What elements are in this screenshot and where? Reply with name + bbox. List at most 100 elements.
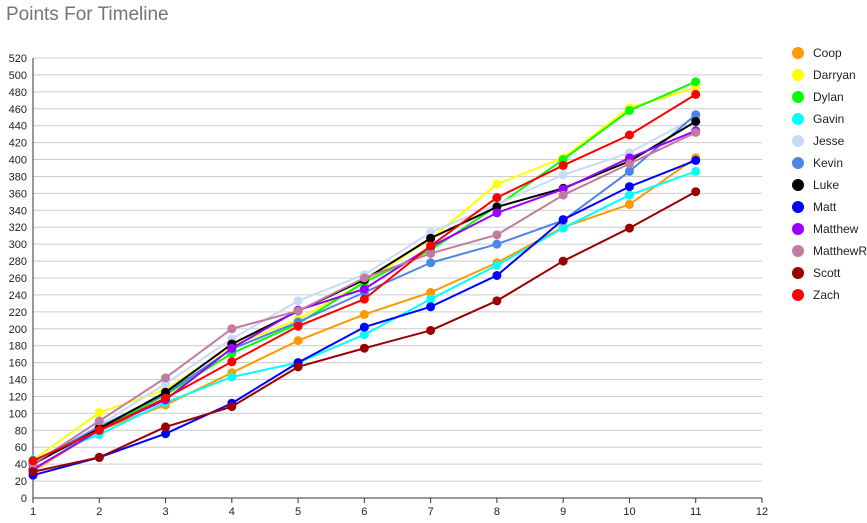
- x-tick-label: 8: [494, 506, 500, 518]
- data-point-matthewr: [359, 273, 369, 283]
- legend-item-zach: Zach: [792, 288, 840, 302]
- x-tick-label: 5: [295, 506, 301, 518]
- y-tick-label: 20: [15, 476, 27, 488]
- y-tick-label: 120: [9, 391, 27, 403]
- data-point-scott: [691, 187, 701, 197]
- legend-swatch-matthewr: [792, 245, 804, 257]
- data-point-matthew: [359, 284, 369, 294]
- data-point-coop: [426, 287, 436, 297]
- data-point-kevin: [624, 166, 634, 176]
- x-tick-label: 1: [30, 506, 36, 518]
- legend-item-matthewr: MatthewR: [792, 244, 867, 258]
- data-point-matt: [161, 429, 171, 439]
- grid-lines: [33, 57, 762, 482]
- data-point-matthew: [492, 208, 502, 218]
- data-point-darryan: [492, 179, 502, 189]
- x-tick-label: 11: [690, 506, 701, 518]
- x-tick-label: 2: [96, 506, 102, 518]
- legend-label-luke: Luke: [813, 178, 839, 192]
- y-tick-label: 60: [15, 442, 27, 454]
- legend-label-matthewr: MatthewR: [813, 244, 867, 258]
- y-tick-label: 200: [9, 324, 27, 336]
- data-point-zach: [94, 425, 104, 435]
- data-point-scott: [293, 362, 303, 372]
- y-tick-label: 500: [9, 70, 27, 82]
- y-tick-label: 160: [9, 358, 27, 370]
- data-point-darryan: [94, 408, 104, 418]
- x-tick-label: 7: [428, 506, 434, 518]
- x-axis-tick-labels: 1 2 3 4 5 6 7 8 9 10 11 12: [30, 506, 768, 518]
- data-point-jesse: [293, 296, 303, 306]
- data-point-scott: [227, 402, 237, 412]
- data-point-coop: [624, 199, 634, 209]
- y-tick-label: 0: [21, 493, 27, 505]
- data-point-scott: [94, 452, 104, 462]
- legend-item-kevin: Kevin: [792, 156, 843, 170]
- data-point-gavin: [691, 166, 701, 176]
- data-point-scott: [492, 296, 502, 306]
- data-point-scott: [161, 422, 171, 432]
- y-tick-label: 40: [15, 459, 27, 471]
- legend-swatch-luke: [792, 179, 804, 191]
- data-point-gavin: [558, 223, 568, 233]
- data-point-matthewr: [691, 127, 701, 137]
- data-point-matt: [426, 302, 436, 312]
- y-tick-label: 340: [9, 205, 27, 217]
- y-tick-label: 300: [9, 239, 27, 251]
- data-point-jesse: [558, 170, 568, 180]
- legend: Coop Darryan Dylan Gavin Jesse Kevin Luke Matt M…: [792, 46, 867, 302]
- data-point-zach: [558, 160, 568, 170]
- y-tick-label: 380: [9, 171, 27, 183]
- legend-item-scott: Scott: [792, 266, 841, 280]
- y-tick-label: 260: [9, 273, 27, 285]
- legend-item-dylan: Dylan: [792, 90, 844, 104]
- legend-label-gavin: Gavin: [813, 112, 844, 126]
- y-tick-label: 400: [9, 155, 27, 167]
- legend-label-dylan: Dylan: [813, 90, 844, 104]
- y-axis-tick-labels: 0 20 40 60 80 100 120 140 160 180 200 220 240 260 280 3…: [9, 53, 27, 505]
- y-tick-label: 100: [9, 408, 27, 420]
- legend-item-coop: Coop: [792, 46, 842, 60]
- legend-item-luke: Luke: [792, 178, 839, 192]
- y-tick-label: 140: [9, 375, 27, 387]
- data-point-scott: [426, 325, 436, 335]
- y-tick-label: 320: [9, 222, 27, 234]
- data-point-luke: [426, 233, 436, 243]
- legend-label-darryan: Darryan: [813, 68, 856, 82]
- y-tick-label: 360: [9, 188, 27, 200]
- y-tick-label: 80: [15, 425, 27, 437]
- data-point-matt: [624, 182, 634, 192]
- data-point-matt: [492, 270, 502, 280]
- data-point-matthewr: [624, 159, 634, 169]
- legend-swatch-matthew: [792, 223, 804, 235]
- legend-label-jesse: Jesse: [813, 134, 845, 148]
- legend-item-matt: Matt: [792, 200, 837, 214]
- x-tick-label: 4: [229, 506, 235, 518]
- data-point-coop: [293, 336, 303, 346]
- data-point-matthewr: [94, 416, 104, 426]
- y-tick-label: 240: [9, 290, 27, 302]
- data-point-matthew: [227, 343, 237, 353]
- y-tick-label: 440: [9, 121, 27, 133]
- chart-title: Points For Timeline: [6, 4, 169, 25]
- legend-item-gavin: Gavin: [792, 112, 844, 126]
- data-point-gavin: [624, 190, 634, 200]
- data-point-matthewr: [558, 190, 568, 200]
- legend-swatch-scott: [792, 267, 804, 279]
- data-point-matthewr: [492, 230, 502, 240]
- data-point-zach: [28, 456, 38, 466]
- data-point-matthewr: [293, 306, 303, 316]
- x-tick-label: 3: [162, 506, 168, 518]
- data-point-dylan: [691, 77, 701, 87]
- data-point-zach: [624, 130, 634, 140]
- legend-item-jesse: Jesse: [792, 134, 845, 148]
- x-tick-label: 6: [361, 506, 367, 518]
- legend-swatch-kevin: [792, 157, 804, 169]
- data-point-matthewr: [227, 324, 237, 334]
- data-point-kevin: [426, 258, 436, 268]
- legend-label-kevin: Kevin: [813, 156, 843, 170]
- y-tick-label: 520: [9, 53, 27, 65]
- data-point-scott: [28, 467, 38, 477]
- legend-label-zach: Zach: [813, 288, 840, 302]
